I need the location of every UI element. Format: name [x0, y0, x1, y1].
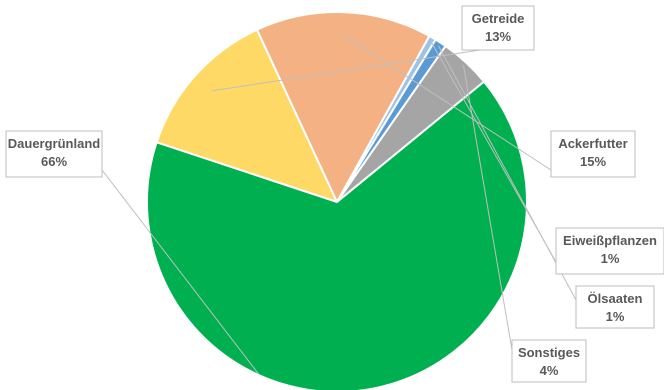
data-label-category: Sonstiges	[518, 345, 580, 360]
data-label-category: Eiweißpflanzen	[563, 233, 657, 248]
leader-line-sonstiges	[463, 65, 513, 351]
data-label-box	[461, 5, 535, 51]
data-label-box	[575, 285, 655, 329]
data-label-eiweisspflanzen: Eiweißpflanzen 1%	[555, 227, 664, 275]
data-label-category: Dauergrünland	[8, 136, 101, 151]
data-labels: Getreide 13% Ackerfutter 15% Eiweißpflanzen 1…	[5, 5, 664, 383]
leader-line-dauergruenland	[101, 169, 259, 375]
data-label-dauergruenland: Dauergrünland 66%	[5, 130, 103, 178]
leader-line-getreide	[212, 49, 481, 92]
leader-line-oelsaaten	[438, 45, 577, 301]
pie-slice-getreide	[155, 28, 339, 204]
leader-line-ackerfutter	[342, 34, 552, 171]
data-label-percent: 66%	[41, 154, 67, 169]
pie-slices	[146, 11, 528, 390]
leader-lines	[101, 34, 577, 375]
pie-slice-dauergruenland	[146, 80, 528, 390]
data-label-box	[5, 130, 103, 178]
data-label-oelsaaten: Ölsaaten 1%	[575, 285, 655, 329]
data-label-category: Ackerfutter	[558, 136, 627, 151]
data-label-percent: 4%	[540, 363, 559, 378]
data-label-ackerfutter: Ackerfutter 15%	[550, 130, 636, 178]
data-label-getreide: Getreide 13%	[461, 5, 535, 51]
data-label-percent: 1%	[601, 251, 620, 266]
data-label-sonstiges: Sonstiges 4%	[511, 339, 587, 383]
data-label-box	[511, 339, 587, 383]
data-label-percent: 1%	[606, 309, 625, 324]
data-label-category: Ölsaaten	[588, 291, 643, 306]
data-label-box	[550, 130, 636, 178]
pie-slice-ackerfutter	[255, 11, 431, 205]
data-label-percent: 15%	[580, 154, 606, 169]
data-label-percent: 13%	[485, 29, 511, 44]
data-label-category: Getreide	[472, 11, 525, 26]
data-label-box	[555, 227, 664, 275]
